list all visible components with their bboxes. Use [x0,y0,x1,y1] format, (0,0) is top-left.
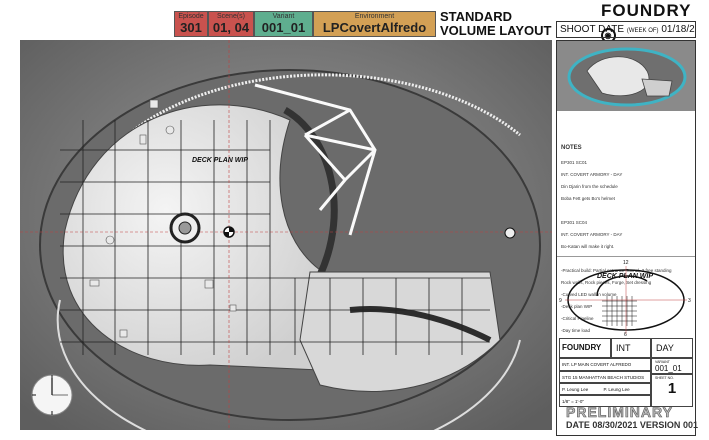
scale-row: 1/8" = 1'-0" [562,399,584,404]
checked-row: P. Leung Lee [603,387,630,392]
mini-deck-label: DECK PLAN WIP [597,273,653,280]
shoot-date-note: (WEEK OF) [626,28,659,34]
compass-9: 9 [559,298,562,304]
titleblock-int: INT [611,338,651,358]
variant-cell: Variant 001_01 [254,11,313,37]
thumbnail-render [557,41,695,111]
notes-line: -Deck plan WIP [561,304,593,309]
scenes-label: Scene(s) [216,13,245,20]
date-value: 08/30/2021 [592,420,638,430]
environment-label: Environment [354,13,395,20]
env-row: INT. LP MAIN COVERT ALFREDO [562,362,632,367]
notes-line: Boba Fett gets Bo's helmet [561,196,615,201]
notes-line: Din Djarin from the schedule [561,184,618,189]
notes-block: NOTES EP301 SC01 INT. COVERT ARMORY - DA… [561,139,691,340]
set-props [89,99,237,338]
notes-line: Bo-Katan will make it right. [561,244,615,249]
titleblock-env: INT. LP MAIN COVERT ALFREDO [559,358,651,371]
version-value: 001 [682,420,698,430]
notes-line: -Day time load [561,328,591,333]
shoot-date-label: SHOOT DATE [560,24,625,35]
compass-3: 3 [688,298,691,304]
preliminary-stamp: PRELIMINARY [566,404,673,421]
forge-center [178,221,192,235]
episode-cell: Episode 301 [174,11,208,37]
compass-6: 6 [624,332,627,336]
notes-line: EP301 SC04 [561,220,588,225]
variant-label: Variant [272,13,295,20]
deck-plan-label: DECK PLAN WIP [192,157,248,164]
led-wall-arc-lower [56,299,521,430]
title-line-1: STANDARD [440,9,512,24]
titleblock-variant: VARIANT 001_01 [651,358,693,374]
titleblock-logo: FOUNDRY [559,338,611,358]
drawn-row: P. Leung Lee [562,387,589,392]
compass-12: 12 [623,260,629,266]
environment-cell: Environment LPCovertAlfredo [313,11,436,37]
titleblock-sheet: SHEET NO. 1 [651,374,693,407]
scenes-cell: Scene(s) 01, 04 [208,11,254,37]
page-title: STANDARD VOLUME LAYOUT [440,10,551,38]
notes-line: EP301 SC01 [561,160,588,165]
notes-line [561,208,691,214]
sheet-label: SHEET NO. [655,376,674,380]
studio-row: STG 15 MANHATTAN BEACH STUDIOS [562,375,645,380]
notes-line: -Critical Pipeline [561,316,594,321]
sidebar-panel: NOTES EP301 SC01 INT. COVERT ARMORY - DA… [556,40,696,436]
logo-text: FOUNDRY [601,1,692,20]
title-line-2: VOLUME LAYOUT [440,23,552,38]
version-label: VERSION [639,420,681,430]
titleblock-studio: STG 15 MANHATTAN BEACH STUDIOS [559,371,651,383]
titleblock-drawn: P. Leung Lee P. Leung Lee [559,383,651,395]
sheet-value: 1 [667,380,677,397]
notes-line: INT. COVERT ARMORY - DAY [561,232,623,237]
marker-right [504,227,516,239]
notes-title: NOTES [561,145,582,151]
compass-clock-icon [31,374,73,416]
mini-deck-plan: DECK PLAN WIP 12 3 6 9 [557,256,695,336]
titleblock-scale: 1/8" = 1'-0" [559,395,651,407]
day-label: DAY [656,343,674,353]
truss-structure [254,83,377,236]
titleblock-day: DAY [651,338,693,358]
notes-line: INT. COVERT ARMORY - DAY [561,172,623,177]
variant-value: 001_01 [261,20,306,35]
date-label: DATE [566,420,590,430]
shoot-date-box: SHOOT DATE (WEEK OF) 01/18/2021 [556,21,696,38]
tunnel-floor [299,271,501,392]
tunnel-wall [349,306,492,343]
shoot-date-value: 01/18/2021 [661,24,695,35]
variant-small-value: 001_01 [655,364,682,373]
episode-label: Episode [178,13,204,20]
date-version-line: DATE 08/30/2021 VERSION 001 [566,420,698,430]
titleblock-logo-text: FOUNDRY [562,343,602,352]
deck-plan-render: DECK PLAN WIP [20,40,552,430]
scenes-value: 01, 04 [212,20,250,35]
variant-small-label: VARIANT [655,360,670,364]
environment-value: LPCovertAlfredo [322,20,427,35]
episode-value: 301 [180,20,202,35]
int-label: INT [616,343,631,353]
